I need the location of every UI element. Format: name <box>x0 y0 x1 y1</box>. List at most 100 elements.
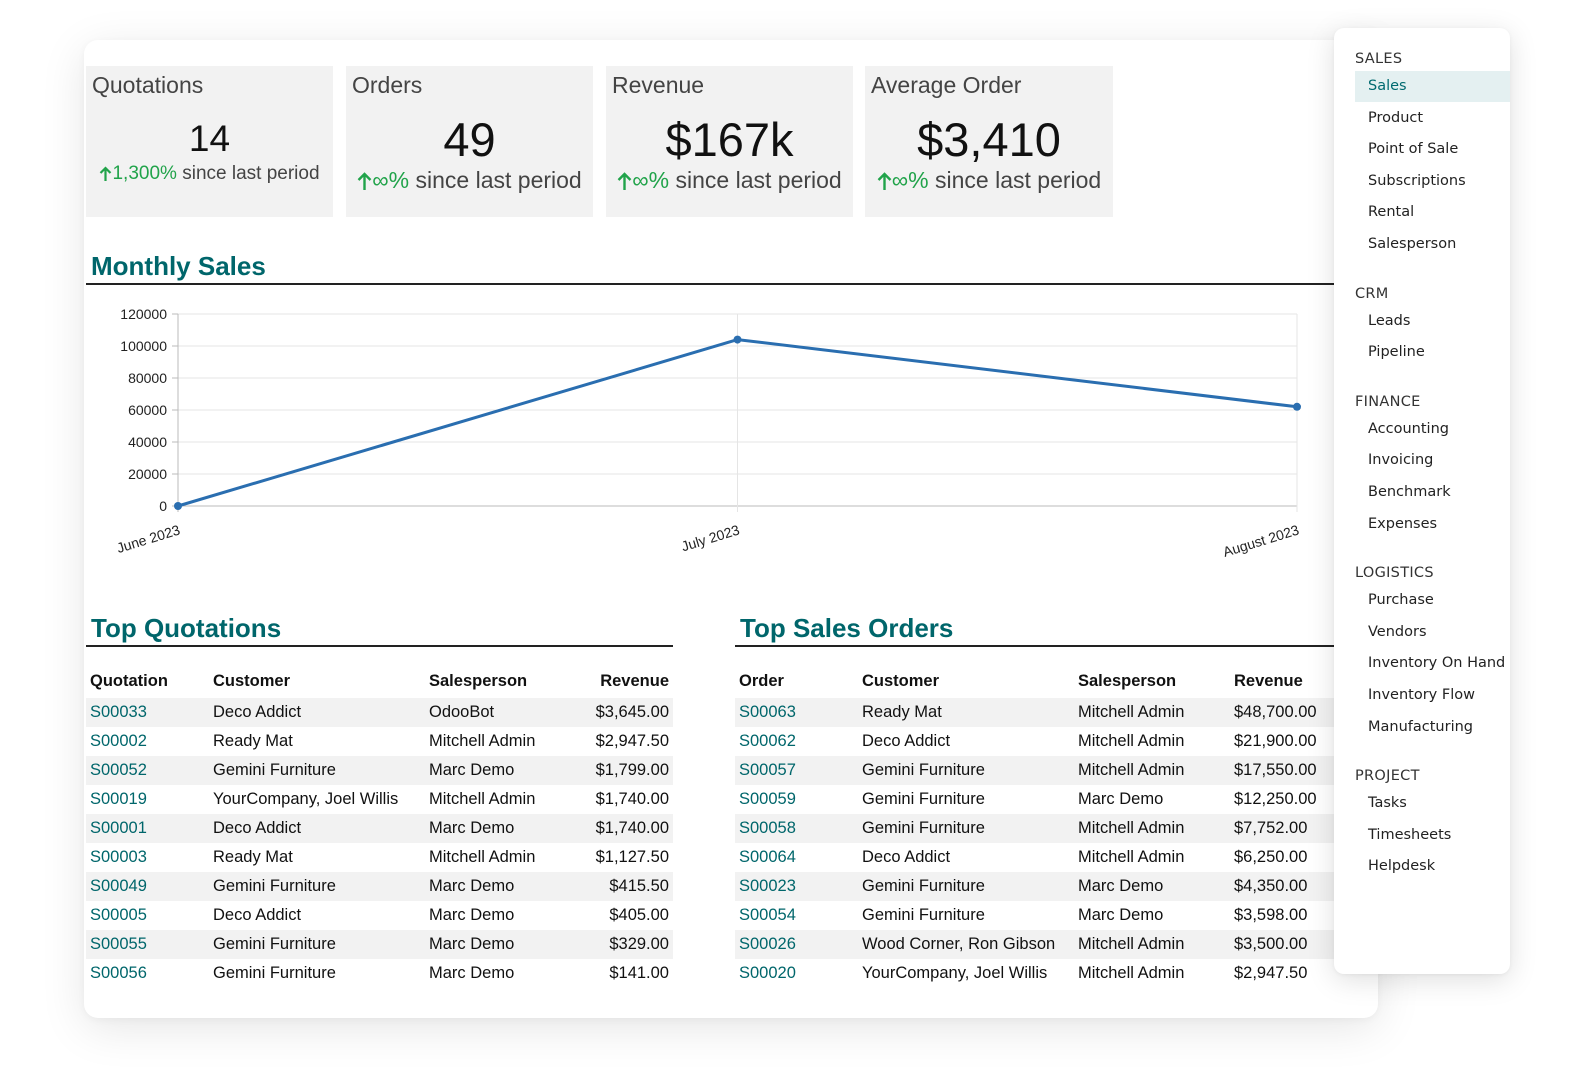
record-id-cell[interactable]: S00049 <box>86 872 209 901</box>
menu-item-helpdesk[interactable]: Helpdesk <box>1368 858 1436 875</box>
kpi-orders[interactable]: Orders 49 ∞% since last period <box>346 66 593 217</box>
menu-item-benchmark[interactable]: Benchmark <box>1368 484 1451 500</box>
menu-item-purchase[interactable]: Purchase <box>1368 592 1434 609</box>
column-header[interactable]: Revenue <box>1234 672 1303 690</box>
y-tick-label: 120000 <box>120 306 167 322</box>
column-header[interactable]: Order <box>739 672 784 690</box>
record-id-cell[interactable]: S00005 <box>86 901 209 930</box>
quotation-link[interactable]: S00055 <box>90 935 147 953</box>
quotation-link[interactable]: S00049 <box>90 877 147 895</box>
table-row[interactable]: S00058 Gemini Furniture Mitchell Admin $7,7… <box>735 814 1378 843</box>
menu-item-leads[interactable]: Leads <box>1368 312 1411 329</box>
menu-item-subscriptions[interactable]: Subscriptions <box>1368 172 1466 189</box>
record-id-cell[interactable]: S00056 <box>86 959 209 988</box>
record-id-cell[interactable]: S00003 <box>86 843 209 872</box>
quotation-link[interactable]: S00003 <box>90 848 147 866</box>
record-id-cell[interactable]: S00062 <box>735 727 858 756</box>
menu-item-timesheets[interactable]: Timesheets <box>1368 826 1452 843</box>
column-header[interactable]: Customer <box>862 672 940 690</box>
record-id-cell[interactable]: S00033 <box>86 698 209 727</box>
order-link[interactable]: S00059 <box>739 790 796 808</box>
table-row[interactable]: S00055 Gemini Furniture Marc Demo $329.00 <box>86 930 673 959</box>
quotation-link[interactable]: S00052 <box>90 761 147 779</box>
kpi-trend: ∞% since last period <box>606 167 853 194</box>
table-row[interactable]: S00001 Deco Addict Marc Demo $1,740.00 <box>86 814 673 843</box>
menu-item-manufacturing[interactable]: Manufacturing <box>1368 718 1473 735</box>
record-id-cell[interactable]: S00059 <box>735 785 858 814</box>
column-header[interactable]: Customer <box>213 672 291 690</box>
table-row[interactable]: S00023 Gemini Furniture Marc Demo $4,350.00 <box>735 872 1378 901</box>
menu-item-vendors[interactable]: Vendors <box>1368 623 1427 640</box>
order-link[interactable]: S00064 <box>739 848 796 866</box>
record-id-cell[interactable]: S00057 <box>735 756 858 785</box>
record-id-cell[interactable]: S00020 <box>735 959 858 988</box>
y-tick-label: 100000 <box>120 338 167 354</box>
menu-item-pipeline[interactable]: Pipeline <box>1368 344 1425 361</box>
record-id-cell[interactable]: S00058 <box>735 814 858 843</box>
table-row[interactable]: S00052 Gemini Furniture Marc Demo $1,799.00 <box>86 756 673 785</box>
table-row[interactable]: S00059 Gemini Furniture Marc Demo $12,250.0… <box>735 785 1378 814</box>
revenue-cell: $141.00 <box>609 964 669 982</box>
menu-item-rental[interactable]: Rental <box>1368 204 1415 221</box>
order-link[interactable]: S00023 <box>739 877 796 895</box>
kpi-average-order[interactable]: Average Order $3,410 ∞% since last perio… <box>865 66 1113 217</box>
menu-item-invoicing[interactable]: Invoicing <box>1368 452 1434 469</box>
order-link[interactable]: S00026 <box>739 935 796 953</box>
table-row[interactable]: S00054 Gemini Furniture Marc Demo $3,598.00 <box>735 901 1378 930</box>
record-id-cell[interactable]: S00002 <box>86 727 209 756</box>
kpi-revenue[interactable]: Revenue $167k ∞% since last period <box>606 66 853 217</box>
quotation-link[interactable]: S00001 <box>90 819 147 837</box>
table-row[interactable]: S00005 Deco Addict Marc Demo $405.00 <box>86 901 673 930</box>
table-row[interactable]: S00063 Ready Mat Mitchell Admin $48,700.00 <box>735 698 1378 727</box>
quotation-link[interactable]: S00002 <box>90 732 147 750</box>
record-id-cell[interactable]: S00001 <box>86 814 209 843</box>
record-id-cell[interactable]: S00063 <box>735 698 858 727</box>
order-link[interactable]: S00020 <box>739 964 796 982</box>
table-row[interactable]: S00033 Deco Addict OdooBot $3,645.00 <box>86 698 673 727</box>
menu-item-tasks[interactable]: Tasks <box>1368 795 1407 812</box>
column-header[interactable]: Salesperson <box>1078 672 1177 690</box>
customer-cell: Ready Mat <box>213 732 293 750</box>
quotation-link[interactable]: S00033 <box>90 703 147 721</box>
column-header[interactable]: Revenue <box>600 672 669 690</box>
kpi-quotations[interactable]: Quotations 14 1,300% since last period <box>86 66 333 217</box>
order-link[interactable]: S00054 <box>739 906 796 924</box>
table-row[interactable]: S00020 YourCompany, Joel Willis Mitchell A… <box>735 959 1378 988</box>
menu-item-product[interactable]: Product <box>1368 109 1424 126</box>
kpi-change-percent: ∞% <box>372 167 410 193</box>
record-id-cell[interactable]: S00064 <box>735 843 858 872</box>
menu-item-expenses[interactable]: Expenses <box>1368 515 1438 532</box>
order-link[interactable]: S00058 <box>739 819 796 837</box>
quotation-link[interactable]: S00056 <box>90 964 147 982</box>
table-row[interactable]: S00026 Wood Corner, Ron Gibson Mitchell Ad… <box>735 930 1378 959</box>
record-id-cell[interactable]: S00052 <box>86 756 209 785</box>
menu-item-inventory-on-hand[interactable]: Inventory On Hand <box>1368 655 1506 672</box>
record-id-cell[interactable]: S00019 <box>86 785 209 814</box>
column-header[interactable]: Quotation <box>90 672 168 690</box>
record-id-cell[interactable]: S00055 <box>86 930 209 959</box>
menu-item-inventory-flow[interactable]: Inventory Flow <box>1368 687 1475 703</box>
menu-item-salesperson[interactable]: Salesperson <box>1368 236 1457 252</box>
menu-item-point-of-sale[interactable]: Point of Sale <box>1368 141 1459 158</box>
record-id-cell[interactable]: S00023 <box>735 872 858 901</box>
table-row[interactable]: S00049 Gemini Furniture Marc Demo $415.50 <box>86 872 673 901</box>
table-row[interactable]: S00056 Gemini Furniture Marc Demo $141.00 <box>86 959 673 988</box>
menu-item-accounting[interactable]: Accounting <box>1368 420 1449 437</box>
customer-cell: YourCompany, Joel Willis <box>862 964 1048 982</box>
record-id-cell[interactable]: S00026 <box>735 930 858 959</box>
quotation-link[interactable]: S00019 <box>90 790 147 808</box>
table-row[interactable]: S00062 Deco Addict Mitchell Admin $21,900.0… <box>735 727 1378 756</box>
table-row[interactable]: S00064 Deco Addict Mitchell Admin $6,250.00 <box>735 843 1378 872</box>
order-link[interactable]: S00063 <box>739 703 796 721</box>
table-row[interactable]: S00057 Gemini Furniture Mitchell Admin $17,… <box>735 756 1378 785</box>
order-link[interactable]: S00057 <box>739 761 796 779</box>
column-header[interactable]: Salesperson <box>429 672 528 690</box>
menu-item-sales[interactable]: Sales <box>1355 71 1510 102</box>
salesperson-cell: Mitchell Admin <box>1074 930 1222 959</box>
table-row[interactable]: S00002 Ready Mat Mitchell Admin $2,947.50 <box>86 727 673 756</box>
quotation-link[interactable]: S00005 <box>90 906 147 924</box>
record-id-cell[interactable]: S00054 <box>735 901 858 930</box>
table-row[interactable]: S00019 YourCompany, Joel Willis Mitchell A… <box>86 785 673 814</box>
order-link[interactable]: S00062 <box>739 732 796 750</box>
table-row[interactable]: S00003 Ready Mat Mitchell Admin $1,127.50 <box>86 843 673 872</box>
